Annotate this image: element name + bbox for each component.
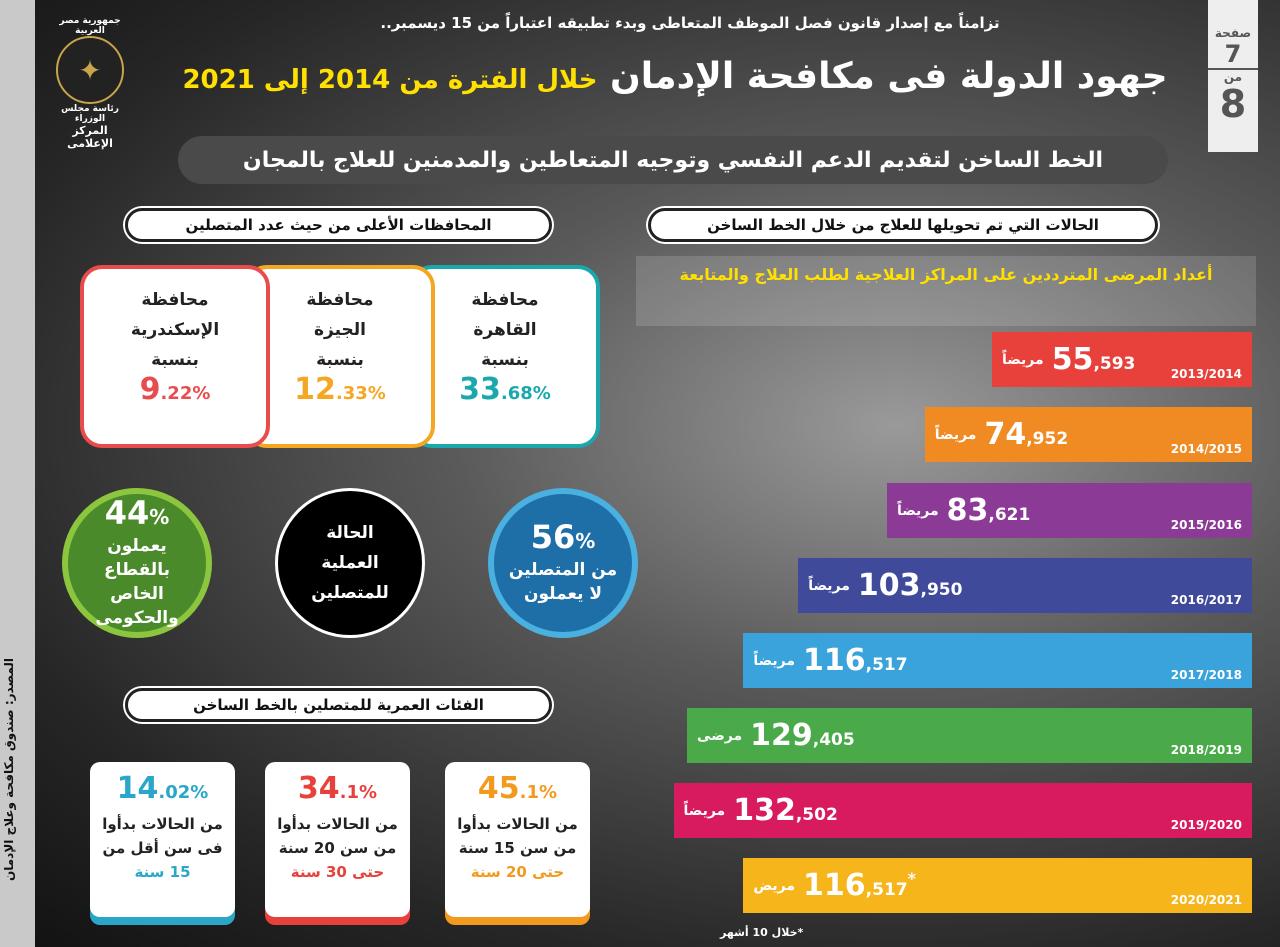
governorate-card: محافظة الإسكندرية بنسبة 9.22% [80, 265, 270, 448]
intro-text: تزامناً مع إصدار قانون فصل الموظف المتعا… [380, 14, 1000, 32]
bar-value: 116,517 [803, 643, 908, 678]
bar-category: 2014/2015 [1170, 442, 1242, 456]
work-status-center: الحالة العملية للمتصلين [275, 488, 425, 638]
bar-2018/2019: مرضى 129,405 2018/2019 [687, 708, 1252, 763]
not-working-pct: 56% [530, 518, 596, 556]
governorate-l3: بنسبة [151, 350, 199, 370]
page-label: صفحة [1214, 26, 1252, 40]
bar-unit: مريض [753, 877, 796, 894]
source-sidebar [0, 0, 35, 947]
governorates-title: المحافظات الأعلى من حيث عدد المتصلين [125, 208, 552, 242]
governorate-pct: 12.33% [294, 372, 386, 407]
bar-2015/2016: مريضاً 83,621 2015/2016 [886, 483, 1252, 538]
bar-2014/2015: مريضاً 74,952 2014/2015 [924, 407, 1252, 462]
ages-title: الفئات العمرية للمتصلين بالخط الساخن [125, 688, 552, 722]
bar-category: 2016/2017 [1170, 593, 1242, 607]
age-card: 34.1% من الحالات بدأوا من سن 20 سنة حتى 30 … [265, 762, 410, 917]
bar-category: 2019/2020 [1170, 818, 1242, 832]
bar-2019/2020: مريضاً 132,502 2019/2020 [673, 783, 1252, 838]
age-pct: 14.02% [116, 771, 209, 806]
governorate-l2: الجيزة [313, 320, 366, 340]
page-indicator: صفحة 7 من 8 [1208, 0, 1258, 152]
bar-category: 2017/2018 [1170, 668, 1242, 682]
not-working-text: من المتصلين لا يعملون [508, 560, 618, 604]
bar-2013/2014: مريضاً 55,593 2013/2014 [992, 332, 1252, 387]
bar-value: 129,405 [750, 718, 855, 753]
governorate-pct: 9.22% [139, 372, 211, 407]
bar-unit: مريضاً [896, 502, 939, 519]
age-text: 15 سنة [134, 863, 191, 881]
governorate-l1: محافظة [141, 290, 209, 310]
working-text: يعملون بالقطاع الخاص والحكومى [95, 536, 179, 628]
eagle-icon: ✦ [56, 36, 124, 104]
bar-value: 83,621 [946, 493, 1031, 528]
bar-unit: مرضى [697, 727, 743, 744]
logo-line1: جمهورية مصر العربية [59, 16, 121, 36]
bar-value: 74,952 [984, 417, 1069, 452]
working-pct: 44% [104, 494, 170, 532]
bar-unit: مريضاً [934, 426, 977, 443]
source-note: المصدر: صندوق مكافحة وعلاج الإدمان [2, 658, 16, 882]
age-card: 45.1% من الحالات بدأوا من سن 15 سنة حتى 20 … [445, 762, 590, 917]
bar-value: 55,593 [1051, 342, 1136, 377]
governorate-card: محافظة الجيزة بنسبة 12.33% [245, 265, 435, 448]
bar-value: 103,950 [857, 568, 963, 603]
bar-category: 2015/2016 [1170, 518, 1242, 532]
governorate-l2: القاهرة [473, 320, 537, 340]
not-working-circle: 56% من المتصلين لا يعملون [488, 488, 638, 638]
age-pct: 34.1% [297, 771, 378, 806]
bar-unit: مريضاً [683, 802, 726, 819]
logo-line3: المركز الإعلامى [67, 124, 113, 150]
page-title: جهود الدولة فى مكافحة الإدمان خلال الفتر… [160, 56, 1190, 97]
age-text: حتى 20 سنة [470, 863, 565, 881]
bar-category: 2020/2021 [1170, 893, 1242, 907]
bar-value: 116,517* [803, 868, 916, 903]
age-text: حتى 30 سنة [290, 863, 385, 881]
logo-line2: رئاسة مجلس الوزراء [61, 104, 119, 124]
age-pct: 45.1% [477, 771, 558, 806]
subtitle-banner: الخط الساخن لتقديم الدعم النفسي وتوجيه ا… [178, 136, 1168, 184]
page-total: 8 [1219, 82, 1247, 126]
bar-2020/2021: مريض 116,517* 2020/2021 [743, 858, 1252, 913]
age-text: من سن 15 سنة [458, 839, 577, 857]
age-text: من الحالات بدأوا [102, 815, 223, 833]
governorate-l2: الإسكندرية [130, 320, 220, 340]
age-text: من الحالات بدأوا [457, 815, 578, 833]
governorate-l3: بنسبة [481, 350, 529, 370]
bar-unit: مريضاً [808, 577, 850, 594]
page-current: 7 [1224, 40, 1242, 68]
title-main: جهود الدولة فى مكافحة الإدمان [610, 56, 1168, 97]
chart-footnote: *خلال 10 أشهر [720, 926, 804, 939]
governorate-pct: 33.68% [459, 372, 551, 407]
title-highlight: خلال الفترة من 2014 إلى 2021 [182, 65, 598, 95]
bar-2016/2017: مريضاً 103,950 2016/2017 [798, 558, 1252, 613]
logo: جمهورية مصر العربية ✦ رئاسة مجلس الوزراء… [48, 16, 132, 150]
governorate-l1: محافظة [471, 290, 539, 310]
bar-category: 2018/2019 [1170, 743, 1242, 757]
age-text: من الحالات بدأوا [277, 815, 398, 833]
age-text: فى سن أقل من [102, 839, 223, 857]
chart-subtitle: أعداد المرضى المترددين على المراكز العلا… [636, 256, 1256, 326]
age-text: من سن 20 سنة [278, 839, 397, 857]
bar-unit: مريضاً [1002, 351, 1044, 368]
bar-unit: مريضاً [753, 652, 795, 669]
governorate-l3: بنسبة [316, 350, 364, 370]
working-circle: 44% يعملون بالقطاع الخاص والحكومى [62, 488, 212, 638]
age-card: 14.02% من الحالات بدأوا فى سن أقل من 15 سنة [90, 762, 235, 917]
governorate-card: محافظة القاهرة بنسبة 33.68% [410, 265, 600, 448]
bar-category: 2013/2014 [1170, 367, 1242, 381]
chart-title: الحالات التي تم تحويلها للعلاج من خلال ا… [648, 208, 1158, 242]
bar-value: 132,502 [733, 793, 838, 828]
governorate-l1: محافظة [306, 290, 374, 310]
page-of: من [1208, 68, 1258, 84]
bar-2017/2018: مريضاً 116,517 2017/2018 [743, 633, 1252, 688]
